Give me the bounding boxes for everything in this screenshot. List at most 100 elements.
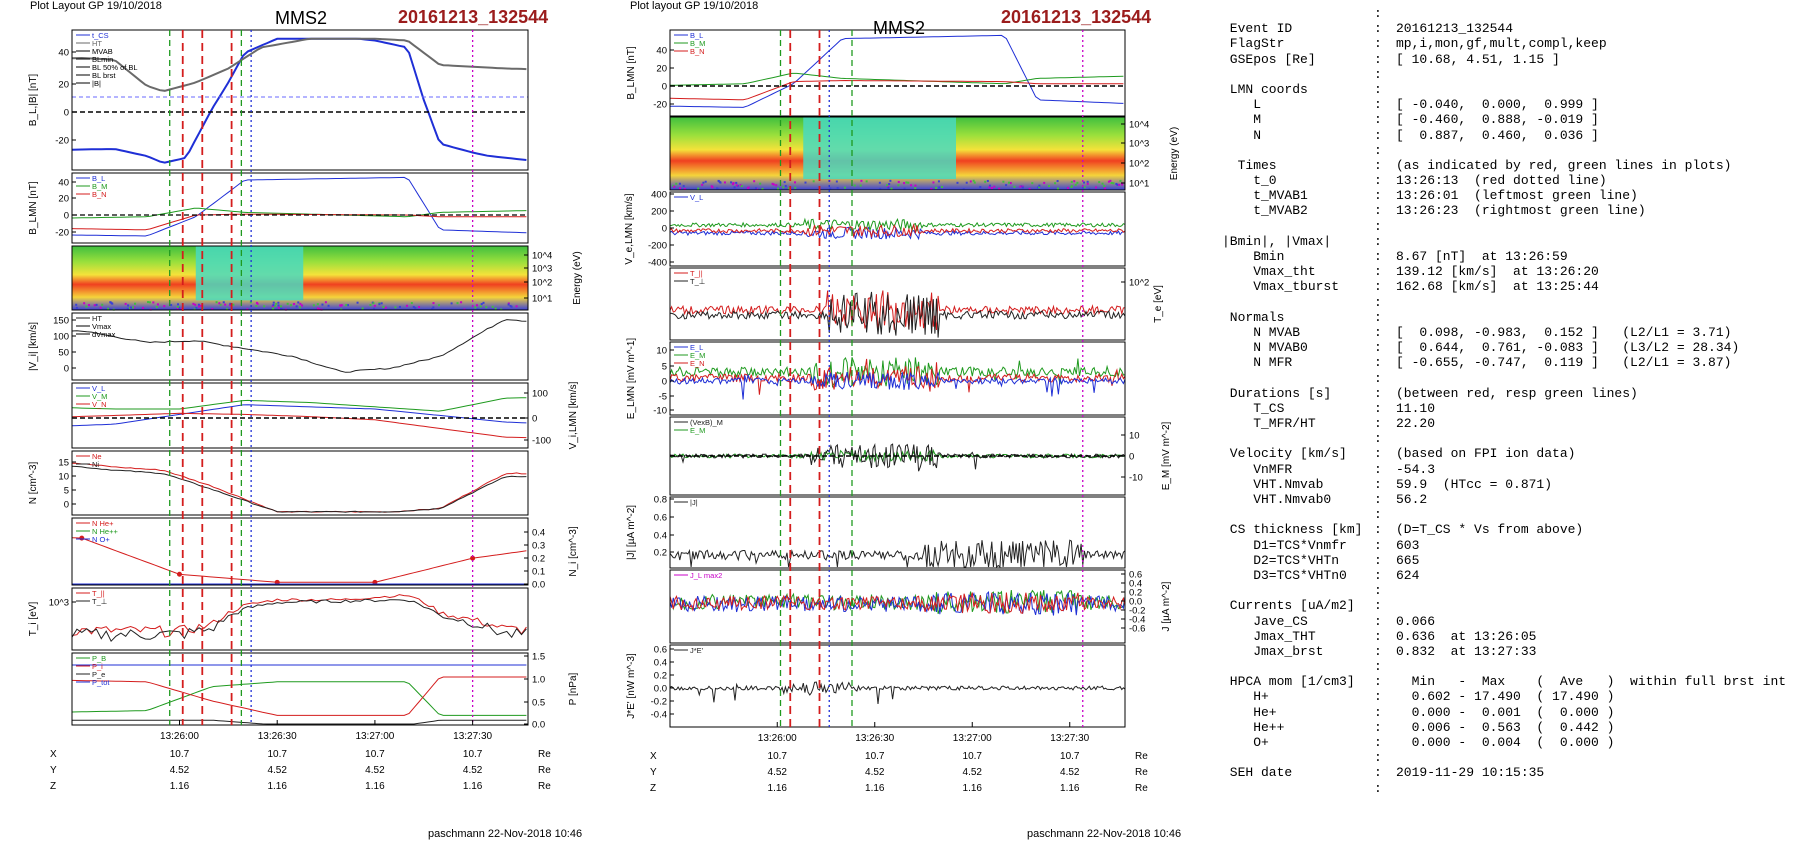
- info-sep: :: [1374, 400, 1382, 416]
- spectrogram-noise: [215, 301, 218, 304]
- info-row: SEH date:2019-11-29 10:15:35: [1222, 765, 1786, 780]
- info-row: :: [1222, 67, 1786, 82]
- spectrogram-noise: [771, 182, 774, 185]
- position-row-label: Y: [50, 765, 57, 776]
- info-key: [1222, 659, 1374, 674]
- legend-label: T_⊥: [690, 277, 706, 286]
- info-value: [ 0.098, -0.983, 0.152 ] (L2/L1 = 3.71): [1396, 324, 1732, 340]
- info-row: t_MVAB2:13:26:23 (rightmost green line): [1222, 203, 1786, 218]
- spectrogram-noise: [93, 304, 96, 307]
- y-tick-label: 0.5: [532, 698, 545, 709]
- spectrogram-noise: [356, 301, 359, 304]
- info-row: :: [1222, 219, 1786, 234]
- spectrogram-noise: [369, 304, 372, 307]
- spectrogram-noise: [782, 186, 785, 189]
- y-tick-label: 0: [532, 414, 537, 425]
- position-value: 4.52: [463, 765, 483, 776]
- info-sep: :: [1374, 719, 1382, 735]
- info-key: t_MVAB1: [1222, 188, 1308, 204]
- legend-label: N He+: [92, 519, 114, 528]
- x-tick-label: 13:26:00: [160, 731, 199, 742]
- y-tick-label: 10^3: [1129, 139, 1149, 150]
- position-value: 4.52: [963, 767, 983, 778]
- y-tick-label: 20: [656, 64, 667, 75]
- spectrogram-noise: [836, 187, 839, 190]
- panel-frame: [71, 382, 529, 449]
- spectrogram-noise: [723, 181, 726, 184]
- panel-frame: [71, 312, 529, 381]
- position-value: 4.52: [170, 765, 190, 776]
- y-tick-label: -200: [648, 241, 667, 252]
- info-sep: :: [1374, 97, 1382, 113]
- spectrogram-noise: [903, 187, 906, 190]
- y-tick-label: 10^1: [532, 294, 552, 305]
- y-tick-label: 0: [662, 224, 667, 235]
- panel: 1.5 1.0 0.5 0.0 P [nPa] P_BP_iP_eP_tot: [71, 652, 579, 731]
- spectrogram-noise: [147, 301, 150, 304]
- spectrogram-noise: [127, 304, 130, 307]
- spectrogram-noise: [301, 304, 304, 307]
- info-value: 13:26:13 (red dotted line): [1396, 173, 1607, 189]
- panel: 10^3 T_i [eV] T_||T_⊥: [28, 587, 529, 651]
- spectrogram-noise: [219, 303, 222, 306]
- y-tick-label: 150: [53, 316, 69, 327]
- spectrogram-noise: [675, 182, 678, 185]
- info-sep: :: [1374, 567, 1382, 583]
- y-tick-label: -0.4: [651, 710, 667, 721]
- legend-label: B_M: [690, 39, 705, 48]
- info-row: Event ID:20161213_132544: [1222, 21, 1786, 36]
- spectrogram-noise: [318, 307, 321, 310]
- spectrogram-noise: [843, 186, 846, 189]
- info-sep: :: [1374, 309, 1382, 325]
- legend-label: Ne: [92, 452, 102, 461]
- series-line: [71, 412, 527, 439]
- y-tick-label: 0: [64, 500, 69, 511]
- spectrogram-noise: [316, 307, 319, 310]
- info-sep: :: [1374, 157, 1382, 173]
- legend-label: T_⊥: [92, 597, 108, 606]
- panel: 10 0 -10 E_M [mV m^-2] (VexB)_ME_M: [669, 416, 1172, 496]
- y-tick-label: -0.6: [1129, 624, 1145, 635]
- spectrogram-noise: [194, 303, 197, 306]
- spectrogram-noise: [1112, 182, 1115, 185]
- spectrogram-noise: [107, 307, 110, 310]
- spectrogram-noise: [1074, 183, 1077, 186]
- info-sep: :: [1374, 476, 1382, 492]
- spectrogram-noise: [897, 180, 900, 183]
- info-value: 13:26:01 (leftmost green line): [1396, 188, 1638, 204]
- spectrogram-noise: [1116, 183, 1119, 186]
- position-unit: Re: [538, 781, 551, 792]
- spectrogram-noise: [340, 308, 343, 311]
- spectrogram-noise: [229, 302, 232, 305]
- series-line: [669, 217, 1126, 233]
- info-key: He++: [1222, 719, 1285, 735]
- info-row: Jave_CS:0.066: [1222, 614, 1786, 629]
- y-tick-label: 40: [58, 48, 69, 59]
- spacecraft-label: MMS2: [275, 8, 328, 28]
- info-value: [ -0.040, 0.000, 0.999 ]: [1396, 97, 1599, 113]
- spectrogram-noise: [753, 180, 756, 183]
- spectrogram-region: [803, 117, 956, 180]
- legend-label: (VexB)_M: [690, 418, 723, 427]
- panel-frame: [669, 569, 1126, 644]
- spectrogram-noise: [130, 306, 133, 309]
- position-value: 1.16: [365, 781, 385, 792]
- spectrogram-noise: [361, 307, 364, 310]
- spectrogram-noise: [772, 183, 775, 186]
- y-tick-label: 0.2: [654, 548, 667, 559]
- y-tick-label: 10: [656, 346, 667, 357]
- panel-frame: [71, 245, 529, 311]
- spectrogram-noise: [914, 184, 917, 187]
- spectrogram-noise: [152, 301, 155, 304]
- spectrogram-noise: [965, 181, 968, 184]
- info-row: Currents [uA/m2]:: [1222, 598, 1786, 613]
- spectrogram-noise: [761, 187, 764, 190]
- info-key: L: [1222, 97, 1262, 113]
- y-tick-label: 0.1: [532, 567, 545, 578]
- y-tick-label: -20: [653, 100, 667, 111]
- spectrogram-noise: [683, 187, 686, 190]
- spectrogram-noise: [1088, 188, 1091, 191]
- spectrogram-noise: [394, 306, 397, 309]
